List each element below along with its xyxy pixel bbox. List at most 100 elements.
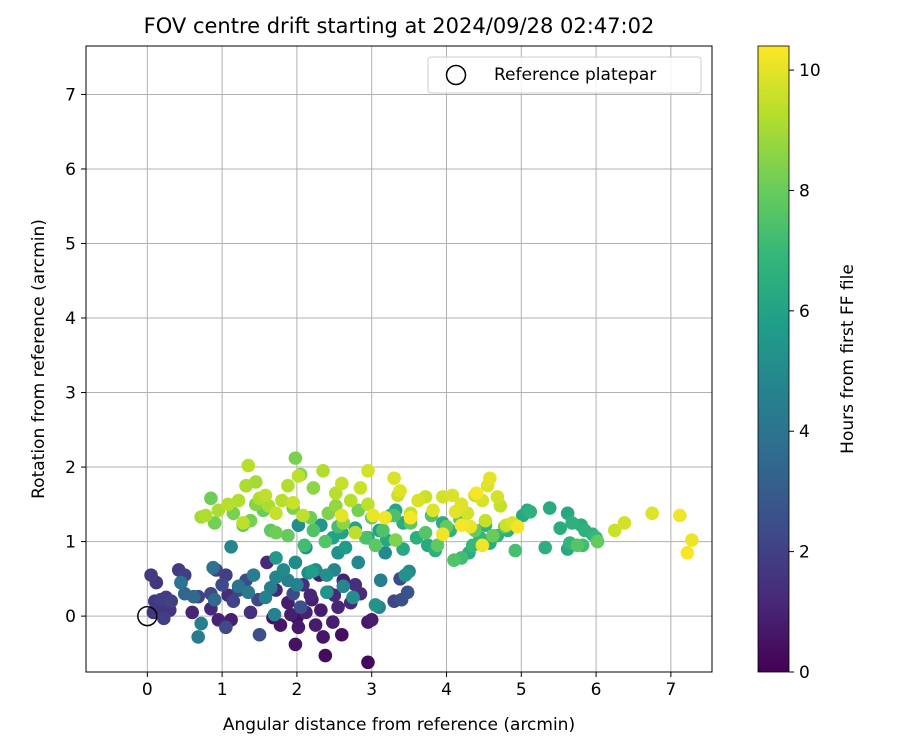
data-point xyxy=(538,540,553,555)
data-point xyxy=(553,521,567,535)
x-tick-label: 3 xyxy=(366,680,377,700)
y-tick-label: 2 xyxy=(65,458,76,478)
colorbar-tick-label: 4 xyxy=(799,422,810,442)
data-point xyxy=(286,496,300,510)
data-point xyxy=(358,531,373,545)
data-point xyxy=(273,618,288,632)
chart-title: FOV centre drift starting at 2024/09/28 … xyxy=(144,14,655,38)
colorbar-tick-label: 10 xyxy=(799,61,821,81)
data-point xyxy=(291,469,306,483)
data-point xyxy=(246,568,261,582)
data-point xyxy=(206,560,220,575)
data-point xyxy=(281,478,295,493)
data-point xyxy=(316,463,330,478)
data-point xyxy=(211,503,226,518)
data-point xyxy=(320,568,334,582)
y-axis-ticks: 0 1 2 3 4 5 6 7 xyxy=(65,85,86,627)
data-point xyxy=(508,543,523,558)
data-point xyxy=(219,620,233,635)
data-point xyxy=(403,510,418,525)
data-point xyxy=(685,533,699,547)
data-point xyxy=(204,491,218,506)
data-point xyxy=(469,486,484,500)
data-point xyxy=(185,605,200,620)
data-point xyxy=(239,478,253,493)
data-point xyxy=(447,553,461,568)
data-point xyxy=(156,611,171,626)
data-point xyxy=(378,510,392,525)
data-point xyxy=(361,463,375,478)
data-point xyxy=(305,564,319,579)
data-point xyxy=(364,613,379,627)
data-point xyxy=(164,594,179,609)
data-point xyxy=(224,540,238,554)
data-point xyxy=(231,493,246,508)
y-tick-label: 7 xyxy=(65,85,76,105)
data-point xyxy=(430,538,445,553)
colorbar-ticks: 0 2 4 6 8 10 xyxy=(789,61,821,683)
data-point xyxy=(269,551,283,565)
data-point xyxy=(258,590,273,605)
x-tick-label: 7 xyxy=(665,680,676,700)
data-point xyxy=(269,525,283,540)
data-point xyxy=(288,637,303,652)
data-point xyxy=(346,590,360,605)
data-point xyxy=(306,481,321,495)
legend: Reference platepar xyxy=(427,56,702,94)
x-tick-label: 0 xyxy=(142,680,153,700)
data-point xyxy=(308,618,323,632)
data-point xyxy=(398,568,413,582)
y-tick-label: 3 xyxy=(65,384,76,404)
data-point xyxy=(231,579,246,594)
data-point xyxy=(351,503,366,518)
colorbar-tick-label: 0 xyxy=(799,663,810,683)
data-point xyxy=(314,603,328,617)
data-point xyxy=(448,504,463,519)
data-point xyxy=(388,533,403,547)
data-point xyxy=(454,518,469,532)
data-point xyxy=(353,481,368,495)
y-axis-label: Rotation from reference (arcmin) xyxy=(29,219,49,499)
data-point xyxy=(396,542,410,556)
data-point xyxy=(281,528,295,543)
data-point xyxy=(607,523,622,538)
data-point xyxy=(361,497,375,512)
colorbar-tick-label: 8 xyxy=(799,181,810,201)
colorbar-tick-label: 2 xyxy=(799,543,810,563)
x-tick-label: 4 xyxy=(441,680,452,700)
data-point xyxy=(293,600,308,614)
data-point xyxy=(334,627,349,642)
data-point xyxy=(221,497,235,512)
data-point xyxy=(258,488,273,503)
colorbar xyxy=(757,45,790,673)
data-point xyxy=(320,585,334,600)
data-point xyxy=(207,516,222,530)
data-point xyxy=(565,516,579,530)
data-point xyxy=(306,523,321,538)
data-point xyxy=(361,655,375,670)
reference-marker xyxy=(137,605,158,627)
data-point xyxy=(645,506,659,521)
scatter-points xyxy=(144,451,699,670)
data-point xyxy=(288,555,303,570)
data-point xyxy=(411,493,425,508)
data-point xyxy=(241,585,256,600)
data-point xyxy=(252,627,267,642)
data-point xyxy=(368,598,383,612)
data-point xyxy=(351,555,366,570)
data-point xyxy=(366,508,380,523)
legend-marker-reference xyxy=(445,64,467,86)
data-point xyxy=(194,616,208,631)
data-point xyxy=(334,476,349,491)
data-point xyxy=(486,528,500,543)
data-point xyxy=(297,538,312,553)
legend-label-reference: Reference platepar xyxy=(494,65,656,85)
data-point xyxy=(207,592,222,607)
data-point xyxy=(418,525,433,540)
y-tick-label: 1 xyxy=(65,533,76,553)
data-point xyxy=(316,630,330,644)
data-point xyxy=(465,538,480,553)
data-point xyxy=(590,534,605,549)
data-point xyxy=(348,525,363,540)
